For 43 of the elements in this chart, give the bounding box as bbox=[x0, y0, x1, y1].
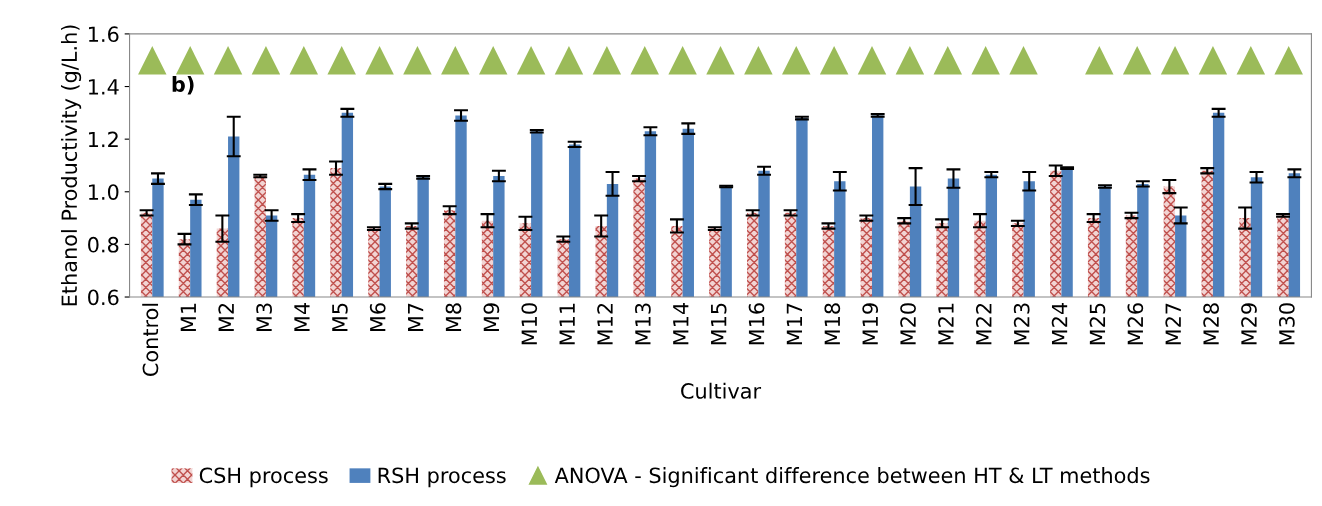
x-tick-label: M12 bbox=[597, 303, 613, 345]
x-tick-label: M27 bbox=[1165, 303, 1181, 345]
legend-label: ANOVA - Significant difference between HT & LT methods bbox=[554, 467, 1150, 488]
x-tick-label: M5 bbox=[332, 303, 348, 332]
x-tick-label: M2 bbox=[218, 303, 234, 332]
x-tick-label: M21 bbox=[938, 303, 954, 345]
x-tick-label: M11 bbox=[559, 303, 575, 345]
x-tick-label: M1 bbox=[180, 303, 196, 332]
x-tick-label: M18 bbox=[824, 303, 841, 345]
x-tick-label: M17 bbox=[786, 303, 802, 345]
x-tick-label: M10 bbox=[521, 303, 538, 345]
y-tick-label: 1.0 bbox=[88, 184, 119, 200]
legend-label: RSH process bbox=[378, 467, 506, 488]
x-tick-label: M28 bbox=[1203, 303, 1219, 345]
x-tick-label: M26 bbox=[1127, 303, 1144, 345]
x-tick-label: M22 bbox=[975, 303, 992, 345]
x-tick-label: M24 bbox=[1051, 303, 1068, 345]
x-tick-label: M4 bbox=[294, 303, 310, 332]
x-tick-label: M16 bbox=[748, 303, 765, 345]
x-tick-label: M6 bbox=[369, 303, 386, 332]
x-tick-label: M7 bbox=[408, 303, 424, 332]
x-tick-label: M19 bbox=[862, 303, 879, 345]
y-axis-title: Ethanol Productivity (g/L.h) bbox=[60, 25, 82, 306]
x-tick-label: M13 bbox=[635, 303, 651, 345]
x-tick-label: M3 bbox=[256, 303, 272, 332]
y-tick-label: 0.8 bbox=[88, 236, 119, 253]
annotation: b) bbox=[172, 75, 194, 95]
y-tick-label: 1.4 bbox=[88, 79, 119, 95]
x-tick-label: M15 bbox=[711, 303, 727, 345]
x-tick-label: M20 bbox=[900, 303, 916, 345]
x-tick-label: M25 bbox=[1089, 303, 1106, 345]
x-tick-label: M30 bbox=[1278, 303, 1295, 345]
y-tick-label: 1.2 bbox=[88, 131, 118, 148]
x-tick-label: M8 bbox=[445, 303, 462, 332]
y-tick-label: 0.6 bbox=[88, 289, 119, 306]
x-tick-label: M23 bbox=[1013, 303, 1030, 345]
x-tick-label: M9 bbox=[483, 303, 500, 332]
x-tick-label: M29 bbox=[1241, 303, 1257, 345]
x-tick-label: M14 bbox=[673, 303, 689, 345]
x-axis-title: Cultivar bbox=[681, 382, 762, 399]
x-tick-label: Control bbox=[142, 303, 159, 377]
y-tick-label: 1.6 bbox=[88, 26, 119, 43]
legend-label: CSH process bbox=[199, 467, 328, 488]
